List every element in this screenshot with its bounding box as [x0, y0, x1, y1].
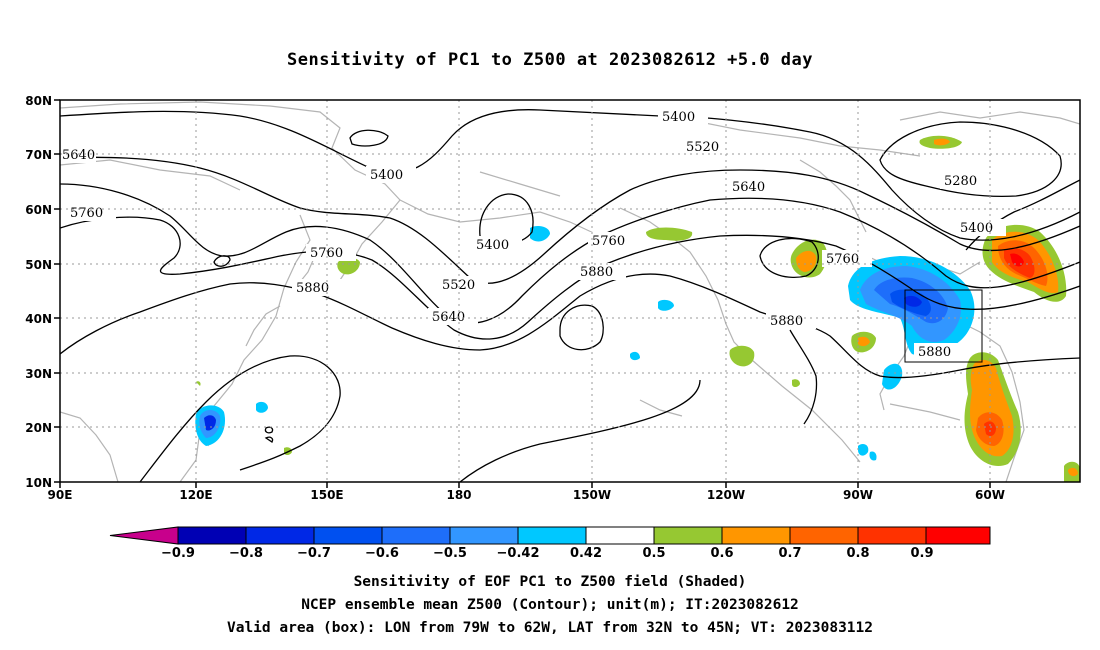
lat-label: 50N [25, 258, 52, 272]
contour-small [265, 427, 272, 433]
lat-label: 70N [25, 148, 52, 162]
colorbar-segment [314, 527, 382, 544]
contour-label-5880: 5880 [770, 314, 803, 329]
lat-label: 80N [25, 94, 52, 108]
colorbar-tick-label: −0.9 [161, 546, 195, 561]
lat-label: 40N [25, 312, 52, 326]
map-canvas: 5400 5520 5640 5400 5400 5520 5640 5760 … [0, 0, 1100, 650]
lat-label: 30N [25, 367, 52, 381]
contour-5400-arctic [60, 110, 1080, 240]
contour-label-5880: 5880 [296, 281, 329, 296]
colorbar-tick-label: 0.8 [846, 546, 869, 561]
contour-label-5880: 5880 [918, 345, 951, 360]
colorbar-tick-label: −0.8 [229, 546, 263, 561]
contour-label-5400: 5400 [476, 238, 509, 253]
contour-label-5520: 5520 [686, 140, 719, 155]
contour-label-5400: 5400 [960, 221, 993, 236]
colorbar-tick-label: 0.7 [778, 546, 801, 561]
lon-label: 60W [975, 488, 1005, 502]
longitude-axis: 90E 120E 150E 180 150W 120W 90W 60W [48, 488, 1005, 502]
contour-small-2 [266, 437, 273, 442]
colorbar-tick-label: 0.42 [570, 546, 602, 561]
contour-5880-south [140, 356, 340, 482]
colorbar-labels: −0.9 −0.8 −0.7 −0.6 −0.5 −0.42 0.42 0.5 … [161, 546, 933, 561]
colorbar-segment [178, 527, 246, 544]
lon-label: 180 [446, 488, 471, 502]
colorbar-segment [926, 527, 990, 544]
colorbar-tick-label: 0.9 [910, 546, 933, 561]
colorbar-tick-label: −0.5 [433, 546, 467, 561]
contour-label-5400: 5400 [662, 110, 695, 125]
contour-label-5640: 5640 [62, 148, 95, 163]
colorbar-segment [722, 527, 790, 544]
contour-low-pacific [214, 256, 230, 267]
lon-label: 150E [310, 488, 343, 502]
contour-label-5640: 5640 [732, 180, 765, 195]
colorbar-segment [450, 527, 518, 544]
contour-5880-sw [460, 380, 700, 482]
lon-label: 120W [707, 488, 745, 502]
footer-line-2: NCEP ensemble mean Z500 (Contour); unit(… [0, 597, 1100, 613]
lon-label: 90W [843, 488, 873, 502]
contour-label-5760: 5760 [70, 206, 103, 221]
contour-label-5880: 5880 [580, 265, 613, 280]
colorbar [110, 527, 990, 544]
colorbar-tick-label: 0.6 [710, 546, 733, 561]
lat-label: 20N [25, 421, 52, 435]
colorbar-segment [790, 527, 858, 544]
colorbar-segment [246, 527, 314, 544]
colorbar-tick-label: 0.5 [642, 546, 665, 561]
contour-5880-hi [560, 305, 603, 350]
contour-label-5280: 5280 [944, 174, 977, 189]
lat-label: 60N [25, 203, 52, 217]
colorbar-segment [858, 527, 926, 544]
latitude-axis: 80N 70N 60N 50N 40N 30N 20N 10N [25, 94, 52, 490]
colorbar-tick-label: −0.7 [297, 546, 331, 561]
contour-label-5400: 5400 [370, 168, 403, 183]
colorbar-segment [518, 527, 586, 544]
contour-label-5640: 5640 [432, 310, 465, 325]
colorbar-segment [382, 527, 450, 544]
colorbar-left-triangle [110, 527, 178, 544]
lon-label: 120E [179, 488, 212, 502]
contour-low-arctic [350, 130, 388, 146]
footer-line-3: Valid area (box): LON from 79W to 62W, L… [0, 620, 1100, 636]
colorbar-segment [654, 527, 722, 544]
colorbar-tick-label: −0.6 [365, 546, 399, 561]
contour-label-5760: 5760 [310, 246, 343, 261]
colorbar-tick-label: −0.42 [497, 546, 540, 561]
footer-line-1: Sensitivity of EOF PC1 to Z500 field (Sh… [0, 574, 1100, 590]
contour-label-5760: 5760 [826, 252, 859, 267]
contour-label-5760: 5760 [592, 234, 625, 249]
lon-label: 90E [48, 488, 73, 502]
lon-label: 150W [573, 488, 611, 502]
colorbar-segment [586, 527, 654, 544]
